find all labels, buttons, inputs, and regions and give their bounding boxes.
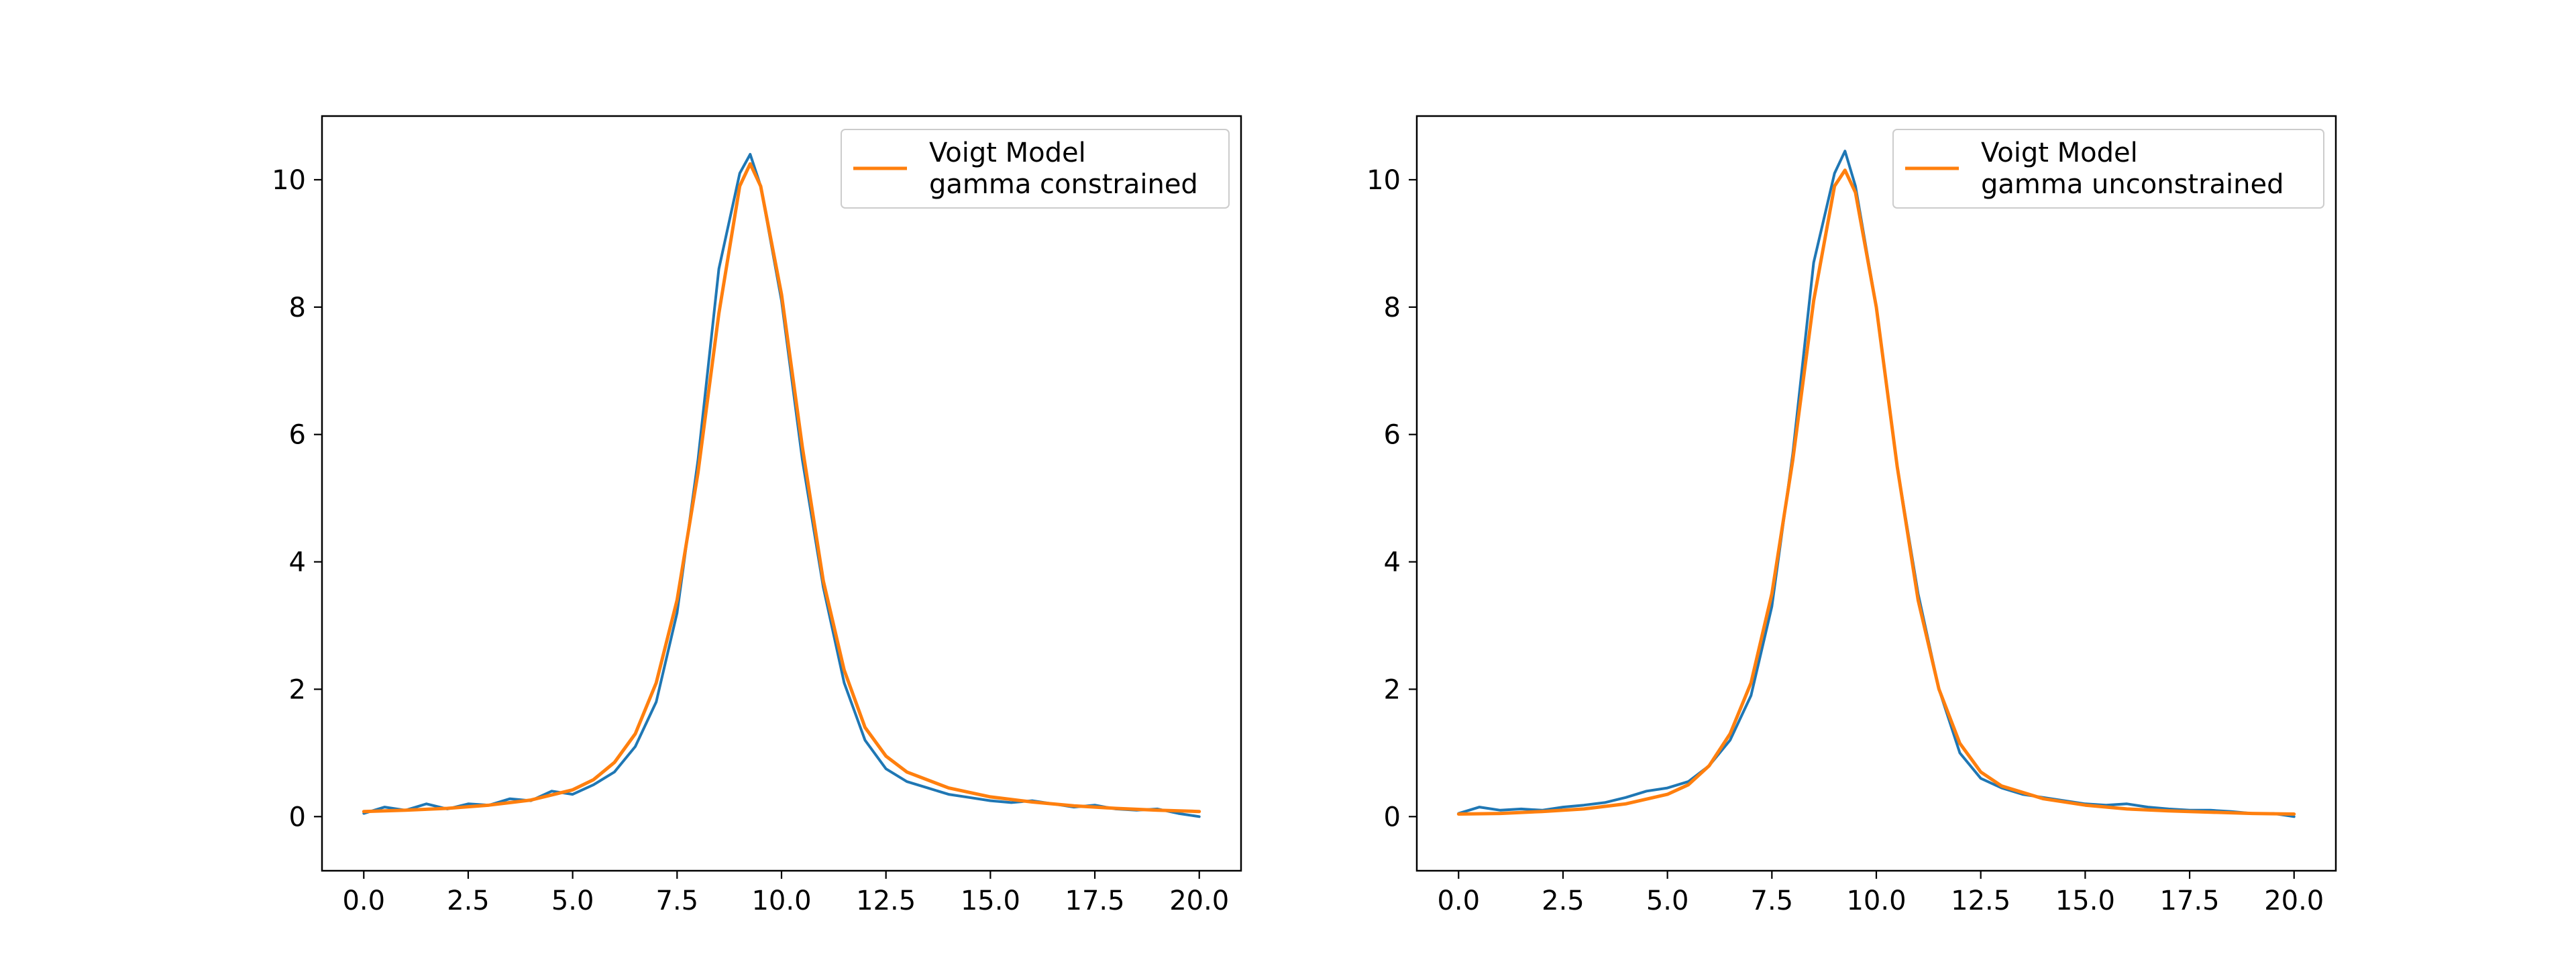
y-tick-label: 0	[1384, 802, 1401, 833]
legend-box	[841, 129, 1230, 209]
x-tick-label: 20.0	[2264, 885, 2324, 916]
legend-box	[1892, 129, 2324, 209]
y-tick-label: 8	[1384, 292, 1401, 323]
x-tick-label: 12.5	[1951, 885, 2010, 916]
x-tick-label: 0.0	[342, 885, 385, 916]
x-tick-label: 15.0	[2055, 885, 2115, 916]
legend-label-line1: Voigt Model	[929, 138, 1086, 168]
y-tick-label: 4	[1384, 547, 1401, 578]
y-tick-label: 2	[1384, 674, 1401, 705]
legend-label-line1: Voigt Model	[1981, 138, 2138, 168]
y-tick-label: 6	[289, 420, 306, 451]
y-axis: 0 2 4 6 8 10	[272, 165, 322, 833]
y-tick-label: 8	[289, 292, 306, 323]
x-tick-label: 2.5	[1542, 885, 1585, 916]
x-tick-label: 17.5	[1065, 885, 1125, 916]
x-axis: 0.0 2.5 5.0 7.5 10.0 12.5 15.0 17.5 20.0	[1437, 871, 2324, 916]
plot-area	[322, 116, 1241, 871]
legend: Voigt Model gamma constrained	[841, 129, 1230, 209]
y-tick-label: 0	[289, 802, 306, 833]
x-tick-label: 17.5	[2160, 885, 2220, 916]
x-tick-label: 7.5	[656, 885, 699, 916]
y-tick-label: 4	[289, 547, 306, 578]
y-tick-label: 2	[289, 674, 306, 705]
model-fit-line	[362, 162, 1201, 814]
x-tick-label: 0.0	[1437, 885, 1480, 916]
legend-label-line2: gamma constrained	[929, 169, 1198, 200]
legend-label-line2: gamma unconstrained	[1981, 169, 2284, 200]
y-tick-label: 6	[1384, 420, 1401, 451]
x-tick-label: 20.0	[1169, 885, 1229, 916]
subplot-constrained: 0.0 2.5 5.0 7.5 10.0 12.5 15.0 17.5 20.0 0 2 4 6 8 10…	[272, 115, 1242, 916]
x-tick-label: 10.0	[1846, 885, 1906, 916]
data-layer	[1456, 150, 2296, 818]
model-fit-line	[1456, 168, 2296, 816]
x-tick-label: 5.0	[1646, 885, 1689, 916]
x-tick-label: 10.0	[751, 885, 811, 916]
legend: Voigt Model gamma unconstrained	[1892, 129, 2324, 209]
data-layer	[362, 153, 1201, 818]
x-axis: 0.0 2.5 5.0 7.5 10.0 12.5 15.0 17.5 20.0	[342, 871, 1229, 916]
x-tick-label: 12.5	[856, 885, 916, 916]
x-tick-label: 7.5	[1751, 885, 1794, 916]
y-tick-label: 10	[1366, 165, 1401, 196]
plot-area	[1417, 116, 2336, 871]
y-axis: 0 2 4 6 8 10	[1366, 165, 1417, 833]
x-tick-label: 5.0	[551, 885, 594, 916]
x-tick-label: 2.5	[447, 885, 490, 916]
x-tick-label: 15.0	[961, 885, 1020, 916]
subplot-unconstrained: 0.0 2.5 5.0 7.5 10.0 12.5 15.0 17.5 20.0 0 2 4 6 8 10…	[1366, 115, 2337, 916]
y-tick-label: 10	[272, 165, 306, 196]
